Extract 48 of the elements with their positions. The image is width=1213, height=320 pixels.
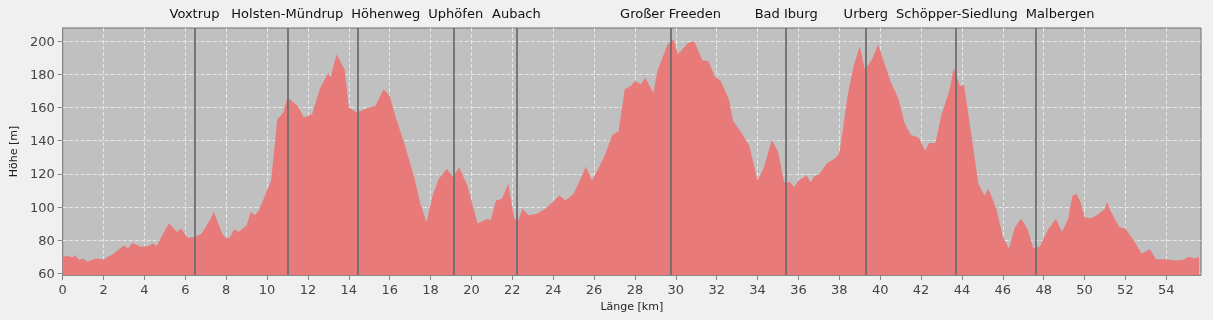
x-tick-label: 46 bbox=[994, 282, 1012, 297]
y-tick-label: 140 bbox=[29, 133, 55, 149]
y-tick-label: 120 bbox=[29, 166, 55, 182]
x-tick-label: 4 bbox=[140, 282, 149, 297]
x-tick-label: 48 bbox=[1035, 282, 1052, 297]
x-tick-label: 28 bbox=[626, 282, 644, 297]
x-tick-label: 36 bbox=[790, 282, 807, 297]
ref-line-label: Holsten-Mündrup bbox=[231, 6, 344, 21]
y-tick-label: 80 bbox=[38, 232, 55, 248]
x-tick-label: 8 bbox=[222, 282, 231, 297]
x-tick-label: 52 bbox=[1117, 282, 1134, 297]
x-tick-label: 14 bbox=[340, 282, 358, 297]
y-tick-label: 180 bbox=[29, 66, 55, 82]
x-tick-label: 16 bbox=[381, 282, 398, 297]
ref-line-label: Malbergen bbox=[1025, 6, 1095, 21]
ref-line-label: Urberg bbox=[843, 6, 889, 21]
x-tick-label: 32 bbox=[708, 282, 725, 297]
ref-line-label: Großer Freeden bbox=[620, 6, 721, 21]
x-tick-label: 22 bbox=[504, 282, 521, 297]
x-tick-label: 34 bbox=[749, 282, 766, 297]
y-tick-label: 200 bbox=[29, 33, 55, 49]
ref-line-label: Höhenweg bbox=[351, 6, 421, 21]
x-tick-label: 6 bbox=[181, 282, 190, 297]
x-tick-label: 44 bbox=[953, 282, 971, 297]
ref-line-label: Bad Iburg bbox=[754, 6, 818, 21]
x-tick-label: 40 bbox=[871, 282, 889, 297]
x-tick-label: 18 bbox=[422, 282, 439, 297]
ref-line-label: Schöpper-Siedlung bbox=[896, 6, 1018, 21]
y-tick-label: 100 bbox=[29, 199, 55, 215]
x-tick-label: 24 bbox=[544, 282, 562, 297]
x-tick-label: 38 bbox=[831, 282, 848, 297]
ref-line-label: Voxtrup bbox=[169, 6, 220, 21]
x-axis-title: Länge [km] bbox=[600, 300, 664, 313]
ref-line-label: Aubach bbox=[492, 6, 541, 21]
y-tick-label: 160 bbox=[29, 100, 55, 116]
x-tick-label: 12 bbox=[299, 282, 317, 297]
ref-line-label: Uphöfen bbox=[428, 6, 484, 21]
y-tick-label: 60 bbox=[38, 265, 55, 281]
x-tick-label: 10 bbox=[258, 282, 276, 297]
x-tick-label: 42 bbox=[912, 282, 930, 297]
x-tick-label: 30 bbox=[667, 282, 685, 297]
x-tick-label: 50 bbox=[1076, 282, 1093, 297]
x-tick-label: 26 bbox=[585, 282, 603, 297]
x-tick-label: 54 bbox=[1157, 282, 1175, 297]
x-tick-label: 20 bbox=[463, 282, 480, 297]
x-tick-label: 2 bbox=[99, 282, 108, 297]
x-tick-label: 0 bbox=[58, 282, 67, 297]
y-axis-title: Höhe [m] bbox=[7, 125, 20, 178]
